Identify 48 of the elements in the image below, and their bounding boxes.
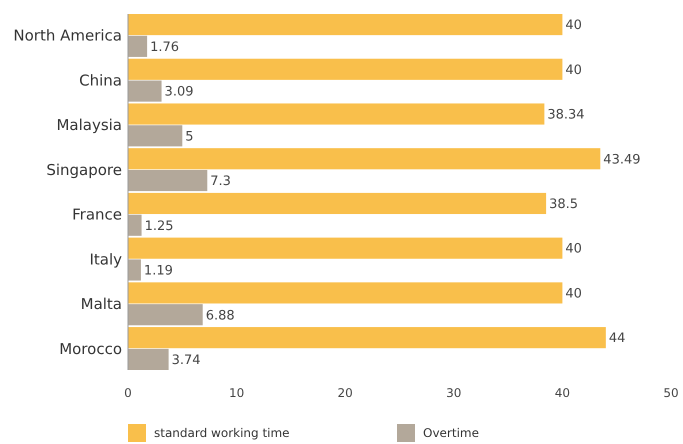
data-label: 38.34 (547, 108, 585, 123)
bar (128, 148, 600, 170)
legend-label: Overtime (423, 426, 479, 440)
data-label: 5 (185, 129, 194, 144)
data-label: 43.49 (603, 152, 641, 168)
data-label: 40 (565, 242, 582, 257)
data-label: 3.09 (164, 84, 194, 100)
bar (128, 304, 203, 326)
data-label: 3.74 (172, 352, 201, 368)
bar (128, 14, 562, 36)
bar (128, 238, 562, 259)
bar (128, 36, 148, 57)
x-tick-label: 0 (124, 386, 132, 400)
x-tick-label: 40 (554, 386, 570, 400)
y-tick-label: France (72, 206, 122, 224)
y-tick-label: North America (13, 26, 122, 45)
data-label: 44 (608, 331, 626, 346)
y-tick-label: Morocco (59, 340, 122, 358)
bar (128, 259, 141, 281)
y-tick-label: Italy (89, 250, 122, 268)
y-tick-label: Malaysia (56, 116, 122, 134)
data-label: 1.19 (144, 264, 173, 279)
bar (128, 348, 169, 370)
data-label: 7.3 (210, 174, 231, 190)
bar (128, 103, 544, 125)
data-label: 40 (565, 62, 582, 78)
legend-label: standard working time (154, 426, 290, 440)
bar (128, 80, 162, 102)
x-tick-label: 10 (228, 386, 244, 400)
data-label: 38.5 (549, 197, 578, 212)
bar (128, 58, 562, 80)
data-label: 40 (565, 286, 582, 302)
bar (128, 327, 606, 348)
y-tick-label: Malta (80, 295, 122, 314)
data-label: 40 (565, 18, 582, 34)
bar (128, 214, 142, 236)
bar (128, 125, 182, 146)
y-tick-label: China (79, 71, 122, 90)
y-tick-label: Singapore (46, 160, 122, 179)
bar (128, 192, 546, 214)
bar (128, 170, 208, 192)
data-label: 1.76 (150, 40, 180, 55)
x-tick-label: 50 (663, 386, 679, 400)
x-tick-label: 20 (338, 386, 353, 400)
x-tick-label: 30 (446, 386, 462, 400)
bar (128, 282, 562, 304)
data-label: 6.88 (206, 308, 235, 324)
data-label: 1.25 (144, 218, 174, 234)
